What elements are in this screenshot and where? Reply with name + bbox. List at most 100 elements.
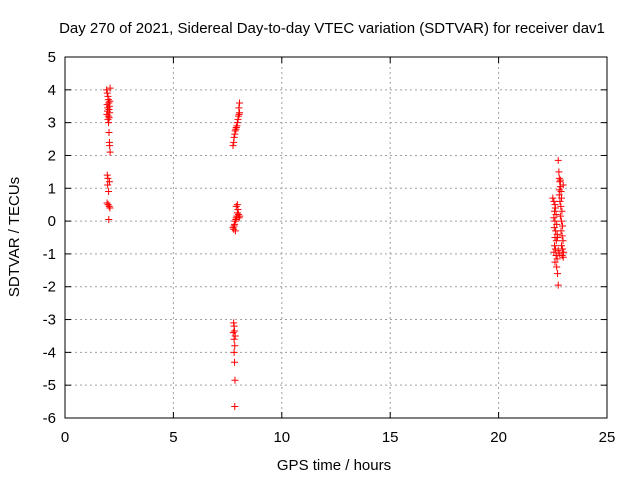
- x-tick-label: 5: [169, 429, 177, 446]
- data-point: [551, 242, 559, 250]
- data-point: [555, 168, 563, 176]
- data-point: [231, 217, 239, 225]
- data-point: [103, 86, 111, 94]
- data-point: [231, 127, 239, 135]
- x-tick-label: 15: [382, 429, 399, 446]
- data-point: [232, 124, 240, 132]
- data-point: [236, 99, 244, 107]
- data-point: [558, 207, 566, 215]
- data-point: [105, 188, 113, 196]
- data-point: [556, 197, 564, 205]
- data-point: [105, 106, 113, 114]
- data-point: [557, 194, 565, 202]
- data-point: [235, 104, 243, 112]
- data-point: [559, 253, 567, 261]
- data-point: [236, 109, 244, 117]
- data-point: [557, 217, 565, 225]
- data-point: [231, 342, 239, 350]
- data-point: [231, 403, 239, 411]
- data-point: [106, 204, 114, 212]
- data-point: [555, 250, 563, 258]
- data-point: [559, 237, 567, 245]
- y-tick-label: -5: [43, 377, 56, 394]
- y-tick-label: 2: [48, 147, 56, 164]
- data-point: [559, 181, 567, 189]
- y-axis-label: SDTVAR / TECUs: [6, 177, 23, 297]
- data-point: [554, 247, 562, 255]
- data-point: [104, 174, 112, 182]
- x-tick-label: 10: [273, 429, 290, 446]
- data-point: [556, 212, 564, 220]
- y-tick-label: -3: [43, 312, 56, 329]
- axis-ticks: 0 5 10 15 20 25 -6 -5 -4 -3 -2 -1 0 1 2 3 4 5: [43, 49, 616, 446]
- y-tick-label: -2: [43, 279, 56, 296]
- data-point: [557, 202, 565, 210]
- y-tick-label: 0: [48, 213, 56, 230]
- data-point: [551, 207, 559, 215]
- data-point: [551, 258, 559, 266]
- data-point: [103, 171, 111, 179]
- data-point: [552, 237, 560, 245]
- data-point: [106, 97, 114, 105]
- data-point: [559, 222, 567, 230]
- data-point: [554, 234, 562, 241]
- data-point: [557, 242, 565, 250]
- data-point: [553, 263, 561, 271]
- data-point: [105, 99, 113, 107]
- data-point: [103, 89, 111, 97]
- data-point: [554, 270, 562, 278]
- data-point: [556, 178, 564, 186]
- data-points: [103, 84, 568, 411]
- y-tick-label: 4: [48, 82, 56, 99]
- data-point: [552, 252, 560, 260]
- y-tick-label: -6: [43, 410, 56, 427]
- data-point: [231, 332, 239, 340]
- data-point: [558, 232, 566, 240]
- x-axis-label: GPS time / hours: [277, 457, 391, 474]
- data-point: [231, 220, 239, 228]
- x-tick-label: 25: [599, 429, 616, 446]
- data-point: [554, 281, 562, 289]
- data-point: [559, 245, 567, 253]
- data-point: [231, 376, 239, 384]
- data-point: [551, 204, 559, 212]
- data-point: [105, 178, 113, 186]
- data-point: [230, 133, 238, 141]
- data-point: [105, 119, 113, 127]
- data-point: [105, 215, 113, 223]
- data-point: [106, 84, 114, 92]
- data-point: [554, 156, 562, 164]
- chart-title: Day 270 of 2021, Sidereal Day-to-day VTE…: [59, 20, 605, 37]
- data-point: [230, 348, 238, 356]
- y-tick-label: 1: [48, 180, 56, 197]
- plot-frame: [64, 56, 608, 419]
- y-tick-label: 5: [48, 49, 56, 66]
- y-tick-label: 3: [48, 115, 56, 132]
- data-point: [104, 201, 112, 209]
- data-point: [231, 227, 239, 235]
- data-point: [232, 202, 240, 210]
- data-point: [105, 128, 113, 136]
- data-point: [556, 176, 564, 184]
- data-point: [104, 115, 112, 123]
- x-tick-label: 0: [61, 429, 69, 446]
- data-point: [235, 214, 243, 222]
- data-point: [549, 194, 557, 202]
- data-point: [229, 142, 237, 150]
- data-point: [550, 197, 558, 205]
- y-tick-label: -1: [43, 246, 56, 263]
- data-point: [104, 181, 112, 189]
- y-tick-label: -4: [43, 344, 56, 361]
- data-point: [231, 358, 239, 366]
- data-point: [557, 227, 565, 235]
- data-point: [106, 142, 114, 150]
- grid: [65, 57, 607, 418]
- data-point: [231, 327, 239, 335]
- data-point: [555, 186, 563, 194]
- data-point: [550, 214, 558, 222]
- data-point: [234, 112, 242, 120]
- data-point: [105, 202, 113, 210]
- data-point: [234, 211, 242, 219]
- data-point: [557, 188, 565, 196]
